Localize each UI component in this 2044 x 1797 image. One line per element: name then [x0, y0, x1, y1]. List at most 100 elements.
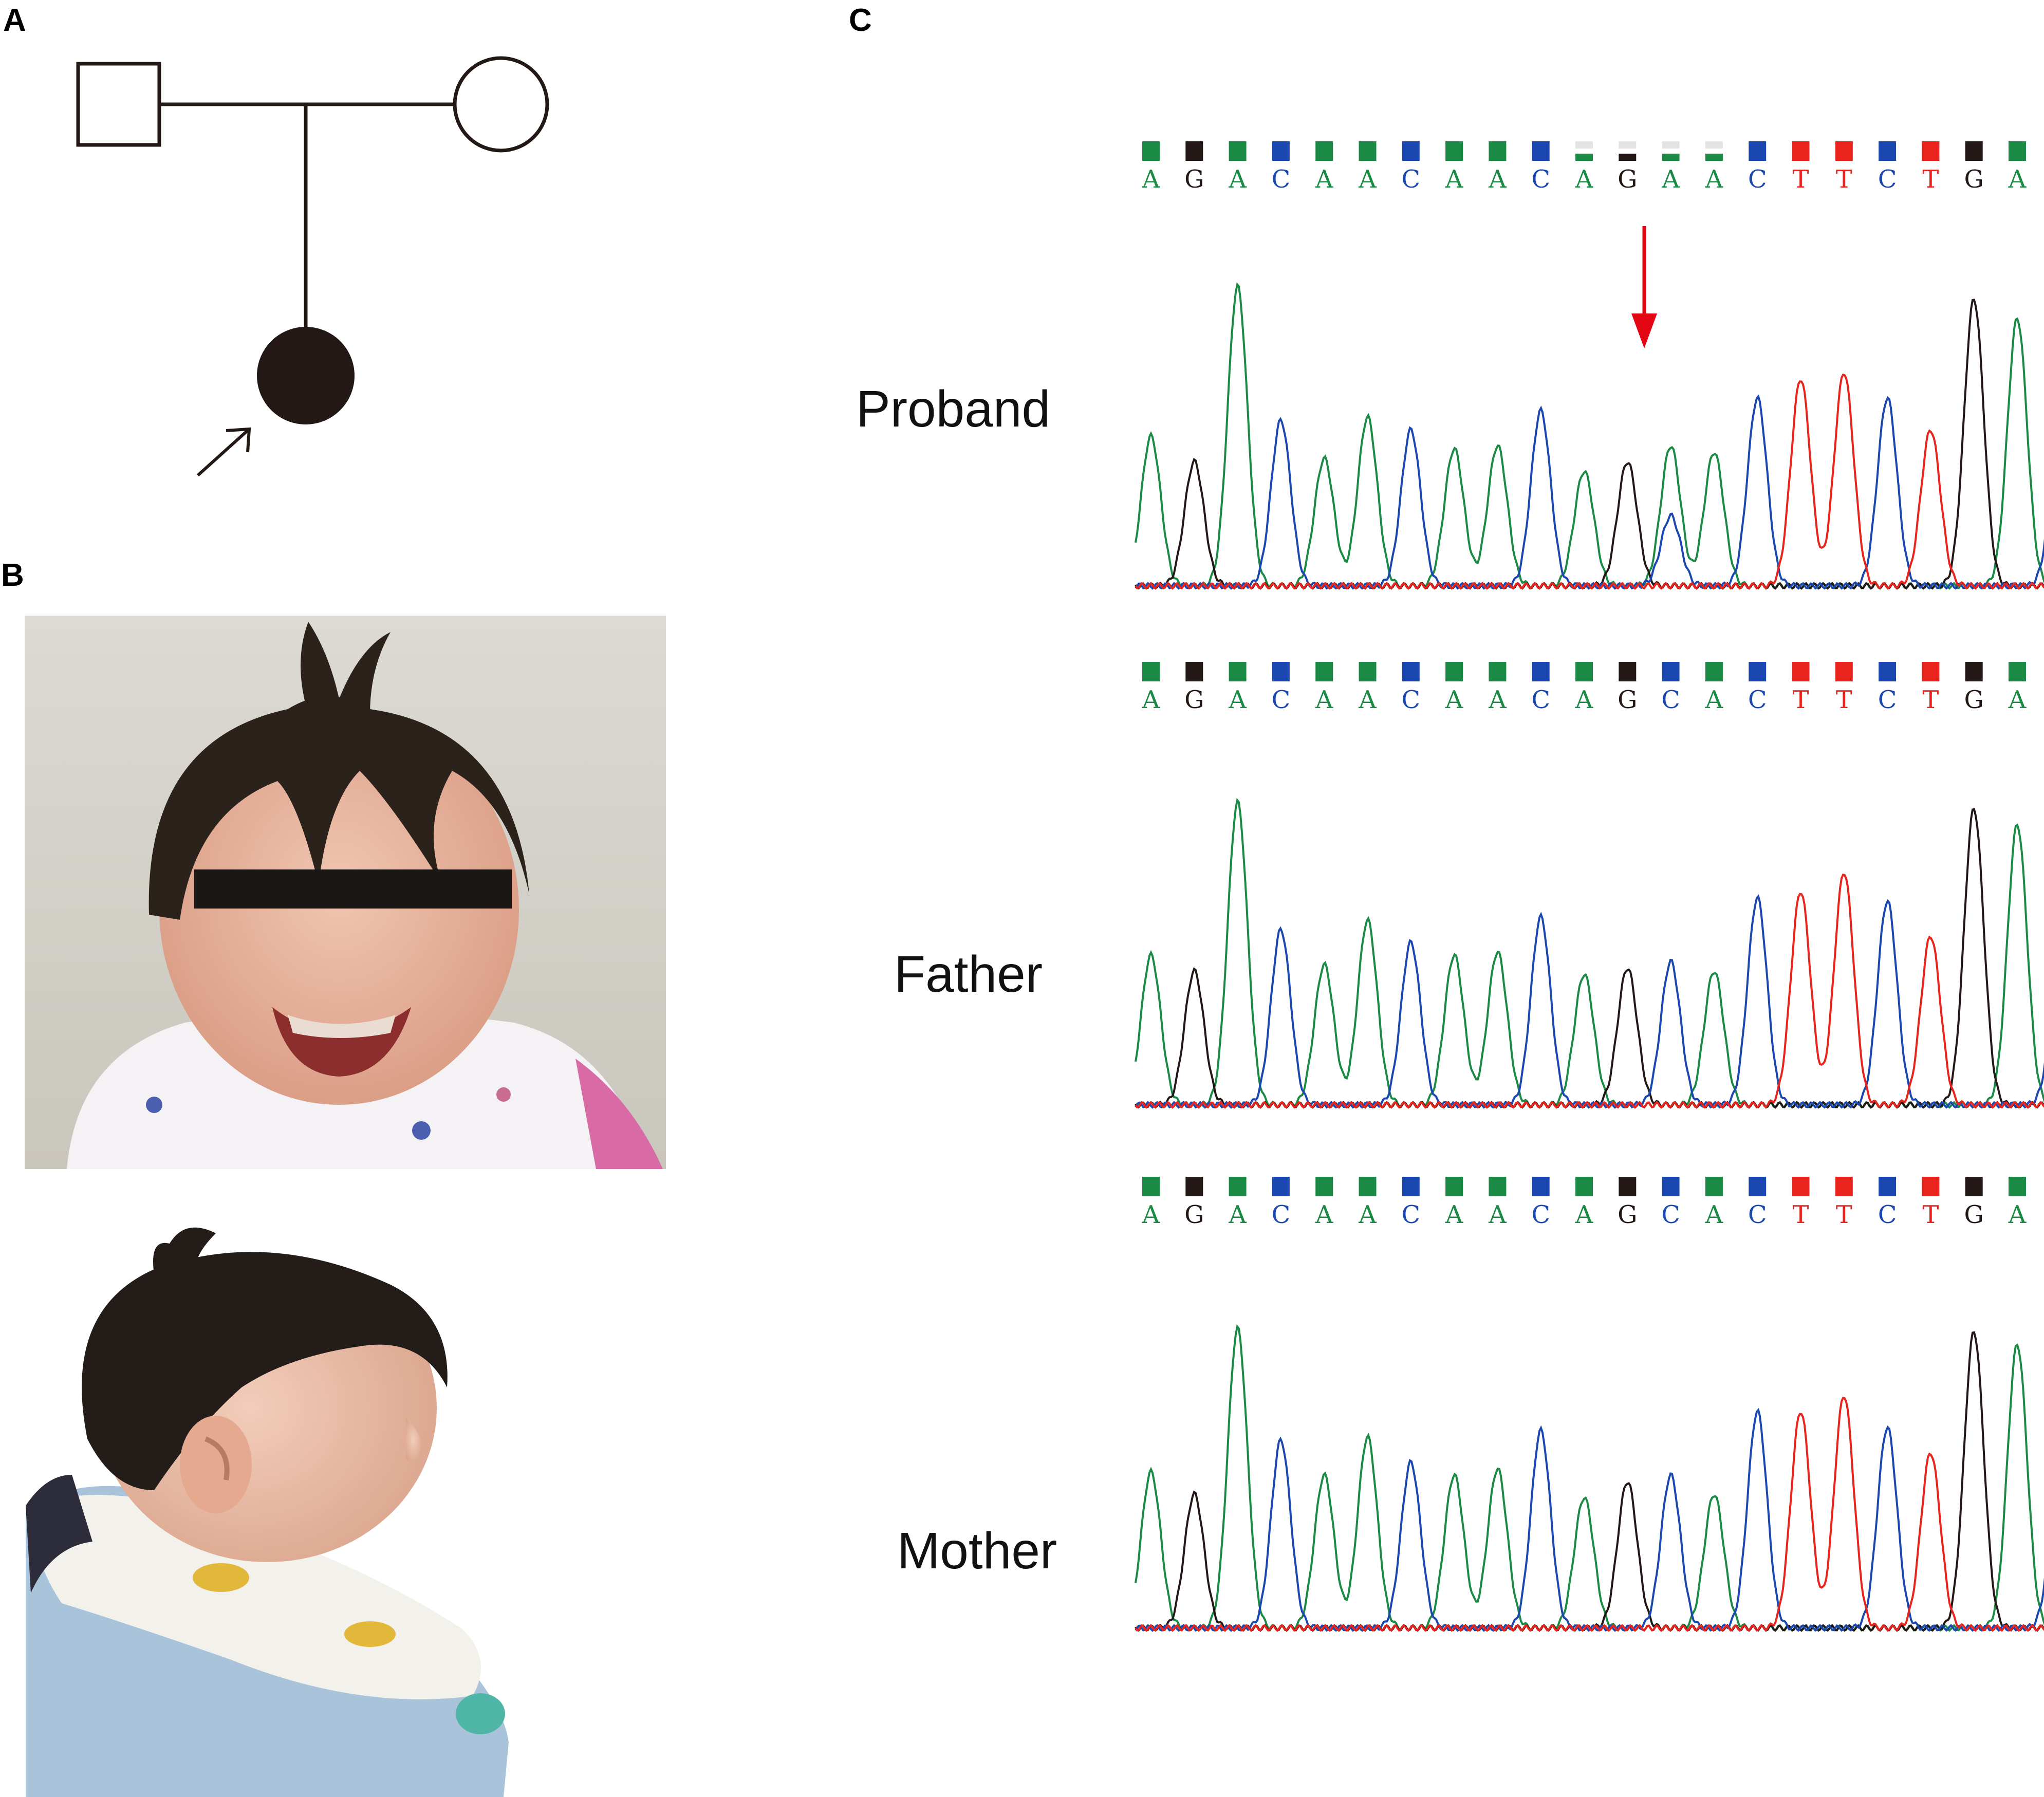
panel-label-c: C — [849, 3, 872, 38]
base-square — [1315, 662, 1333, 681]
base-letter: C — [1878, 165, 1897, 194]
base-square — [1532, 662, 1550, 681]
base-square — [1749, 141, 1767, 161]
base-square — [1662, 1177, 1680, 1196]
base-letter: C — [1878, 1200, 1897, 1229]
base-letter: A — [1445, 1200, 1464, 1229]
base-letter: A — [1705, 686, 1724, 714]
panel-label-b: B — [1, 558, 24, 593]
base-square-faint — [1705, 141, 1723, 149]
base-letter: A — [1142, 165, 1161, 194]
base-square — [1835, 1177, 1853, 1196]
base-square — [1749, 1177, 1767, 1196]
base-square — [1792, 662, 1810, 681]
base-letter: C — [1661, 686, 1680, 714]
base-letter: A — [1228, 1200, 1247, 1229]
chromatogram-mother: AGACAACAACAGCACTTCTGAC — [1135, 1177, 2044, 1632]
trace-A — [1135, 798, 2044, 1109]
trace-T — [1135, 373, 2044, 590]
base-square — [1619, 1177, 1637, 1196]
base-letter: C — [1272, 1200, 1291, 1229]
chromatogram-proband: AGACAACAACAGAACTTCTGAC — [1135, 141, 2044, 590]
base-letter: G — [1964, 686, 1984, 714]
base-square-faint — [1575, 141, 1593, 149]
base-letter: G — [1184, 165, 1204, 194]
trace-A — [1135, 1324, 2044, 1632]
base-letter: A — [1575, 686, 1594, 714]
base-square-faint — [1619, 141, 1637, 149]
base-square — [1142, 1177, 1160, 1196]
base-letter: A — [1315, 686, 1334, 714]
base-square — [1272, 662, 1290, 681]
base-letter: T — [1836, 686, 1852, 714]
base-letter: A — [1705, 165, 1724, 194]
base-square — [1142, 662, 1160, 681]
base-square — [1922, 1177, 1940, 1196]
base-square — [1315, 141, 1333, 161]
base-letter: A — [1705, 1200, 1724, 1229]
base-letter: C — [1748, 1200, 1767, 1229]
base-square — [1315, 1177, 1333, 1196]
pedigree-father-square — [76, 62, 161, 147]
base-letter: A — [2008, 165, 2027, 194]
base-letter: A — [1358, 1200, 1377, 1229]
base-square — [1792, 141, 1810, 161]
base-letter: C — [1878, 686, 1897, 714]
base-letter: A — [1228, 686, 1247, 714]
track-label-father: Father — [894, 946, 1043, 1003]
base-letter: A — [1315, 165, 1334, 194]
base-letter: A — [1488, 1200, 1507, 1229]
base-square — [1619, 662, 1637, 681]
trace-G — [1135, 299, 2044, 590]
base-letter: A — [1575, 165, 1594, 194]
base-letter: T — [1792, 1200, 1809, 1229]
panel-label-a: A — [3, 3, 26, 38]
base-letter: C — [1661, 1200, 1680, 1229]
base-square — [1575, 662, 1593, 681]
base-letter: A — [1142, 1200, 1161, 1229]
base-square — [1749, 662, 1767, 681]
base-letter: A — [2008, 1200, 2027, 1229]
base-letter: G — [1964, 165, 1984, 194]
base-square — [1445, 1177, 1463, 1196]
base-square — [1922, 141, 1940, 161]
base-square — [1402, 662, 1420, 681]
base-letter: A — [1358, 165, 1377, 194]
base-letter: G — [1618, 165, 1637, 194]
base-letter: C — [1272, 686, 1291, 714]
base-square — [1835, 662, 1853, 681]
base-letter: T — [1922, 686, 1939, 714]
base-square — [1705, 154, 1723, 161]
base-letter: A — [1445, 165, 1464, 194]
base-letter: A — [1142, 686, 1161, 714]
base-square — [1489, 141, 1507, 161]
base-letter: A — [1358, 686, 1377, 714]
base-letter: G — [1184, 686, 1204, 714]
base-letter: A — [1315, 1200, 1334, 1229]
base-square-faint — [1662, 141, 1680, 149]
base-square — [1359, 662, 1377, 681]
base-square — [1185, 141, 1203, 161]
base-letter: G — [1964, 1200, 1984, 1229]
track-label-proband: Proband — [856, 380, 1050, 438]
base-letter: T — [1792, 686, 1809, 714]
trace-A — [1135, 282, 2044, 590]
base-square — [1185, 662, 1203, 681]
base-square — [1272, 141, 1290, 161]
front-face-photo — [25, 616, 666, 1169]
trace-G — [1135, 1331, 2044, 1632]
base-letter: A — [1228, 165, 1247, 194]
base-square — [1879, 662, 1897, 681]
base-square — [2009, 141, 2026, 161]
base-square — [1619, 154, 1637, 161]
base-square — [1965, 141, 1983, 161]
base-square — [2009, 662, 2026, 681]
base-square — [1532, 141, 1550, 161]
base-square — [1575, 154, 1593, 161]
base-square — [1965, 1177, 1983, 1196]
trace-G — [1135, 808, 2044, 1109]
base-letter: C — [1401, 686, 1420, 714]
base-square — [1402, 141, 1420, 161]
base-letter: A — [1575, 1200, 1594, 1229]
pedigree-proband-circle — [257, 327, 355, 424]
